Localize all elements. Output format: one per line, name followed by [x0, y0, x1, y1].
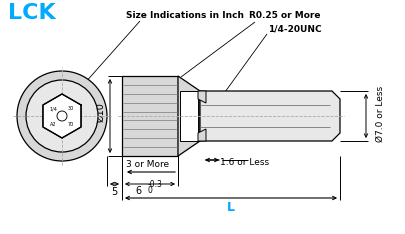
- Text: Ø7.0 or Less: Ø7.0 or Less: [375, 86, 384, 142]
- Polygon shape: [43, 94, 81, 138]
- Circle shape: [26, 80, 98, 152]
- Text: L: L: [226, 201, 234, 214]
- Text: Size Indications in Inch: Size Indications in Inch: [126, 11, 243, 21]
- Text: 6: 6: [135, 186, 141, 196]
- Polygon shape: [177, 76, 200, 156]
- Text: 30: 30: [68, 106, 74, 111]
- Text: 1/4: 1/4: [49, 106, 57, 111]
- Circle shape: [17, 71, 107, 161]
- Text: 3 or More: 3 or More: [126, 160, 169, 169]
- Polygon shape: [198, 129, 205, 141]
- Text: A2: A2: [50, 123, 56, 128]
- Text: 5: 5: [111, 187, 117, 197]
- Text: R0.25 or More: R0.25 or More: [249, 11, 320, 21]
- Text: -0.3: -0.3: [147, 180, 162, 189]
- Text: 0: 0: [147, 186, 152, 195]
- Polygon shape: [200, 91, 339, 141]
- Bar: [179, 91, 198, 141]
- Circle shape: [57, 111, 67, 121]
- Polygon shape: [198, 91, 205, 103]
- Text: Ø10: Ø10: [95, 102, 105, 122]
- Text: 1/4-20UNC: 1/4-20UNC: [268, 25, 321, 33]
- Text: 1.6 or Less: 1.6 or Less: [220, 158, 269, 167]
- Bar: [122, 76, 177, 156]
- Text: LCK: LCK: [8, 3, 55, 23]
- Text: 70: 70: [68, 123, 74, 128]
